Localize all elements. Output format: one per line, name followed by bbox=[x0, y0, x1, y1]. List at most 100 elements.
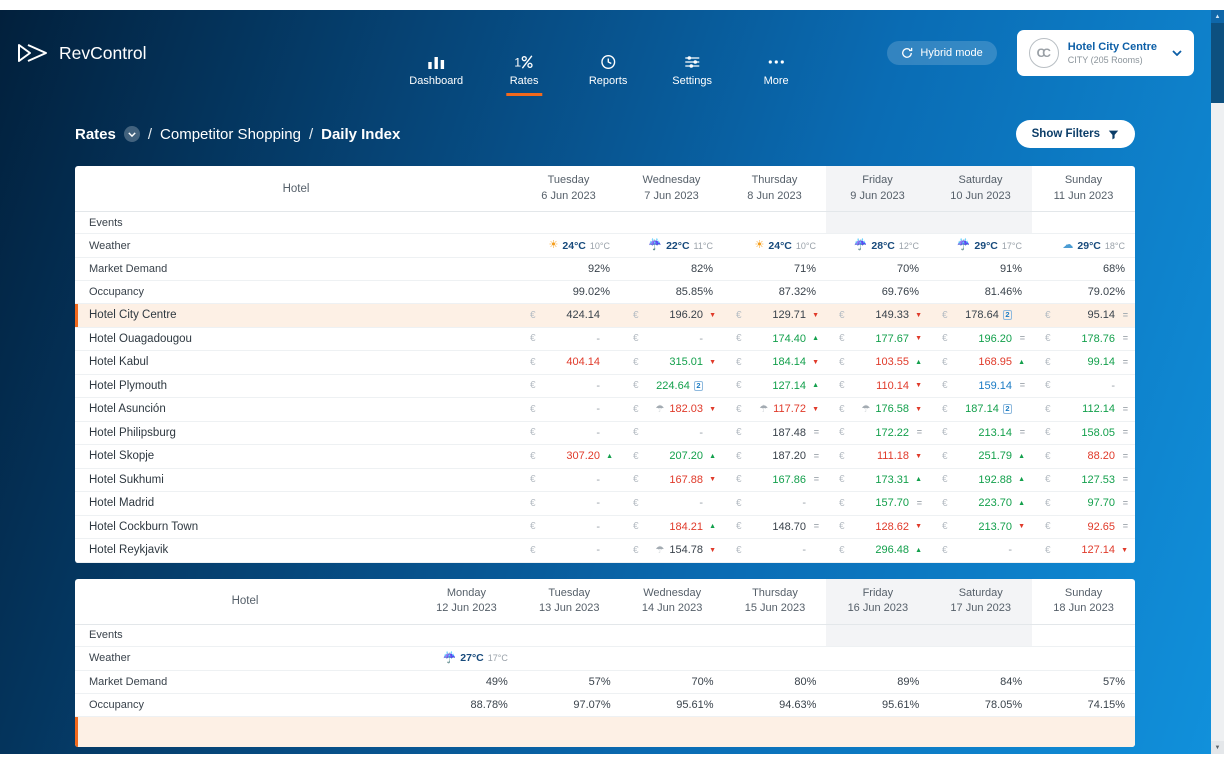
event-cell bbox=[620, 212, 723, 233]
rate-cell[interactable]: €159.14 = bbox=[929, 380, 1032, 392]
breadcrumb-parent[interactable]: Competitor Shopping bbox=[160, 125, 301, 143]
rate-cell[interactable]: €167.86 = bbox=[723, 474, 826, 486]
rate-cell[interactable]: € - bbox=[517, 333, 620, 345]
rate-cell[interactable]: €129.71 ▼ bbox=[723, 309, 826, 321]
rate-cell[interactable]: €95.14 = bbox=[1032, 309, 1135, 321]
rate-cell[interactable]: €187.14 2 bbox=[929, 403, 1032, 415]
rate-cell[interactable]: € - bbox=[517, 380, 620, 392]
rate-cell[interactable]: €196.20 ▼ bbox=[620, 309, 723, 321]
hotel-row-hotel-madrid[interactable]: Hotel Madrid € - € - € - €157.70 = €223.70 ▲ €97.70… bbox=[75, 492, 1135, 516]
hotel-row-hotel-ouagadougou[interactable]: Hotel Ouagadougou € - € - €174.40 ▲ €177.67 ▼ €19… bbox=[75, 328, 1135, 351]
rate-cell[interactable]: € ☂ 176.58 ▼ bbox=[826, 403, 929, 415]
rate-cell[interactable]: € - bbox=[517, 497, 620, 509]
rate-cell[interactable]: €192.88 ▲ bbox=[929, 474, 1032, 486]
rate-cell[interactable]: €168.95 ▲ bbox=[929, 356, 1032, 368]
rate-cell[interactable]: € - bbox=[517, 427, 620, 439]
show-filters-button[interactable]: Show Filters bbox=[1015, 120, 1135, 148]
currency-symbol: € bbox=[736, 333, 742, 345]
nav-item-more[interactable]: More bbox=[753, 10, 799, 96]
rate-value: 112.14 bbox=[1082, 403, 1115, 416]
property-selector[interactable]: CC Hotel City Centre CITY (205 Rooms) bbox=[1016, 30, 1194, 76]
breadcrumb-section[interactable]: Rates bbox=[75, 125, 116, 143]
rate-cell[interactable]: €88.20 = bbox=[1032, 450, 1135, 462]
rate-cell[interactable]: €307.20 ▲ bbox=[517, 450, 620, 462]
rate-cell[interactable]: €112.14 = bbox=[1032, 403, 1135, 415]
rate-cell[interactable]: €178.64 2 bbox=[929, 309, 1032, 321]
hotel-row-hotel-philipsburg[interactable]: Hotel Philipsburg € - € - €187.48 = €172.22 = €21… bbox=[75, 422, 1135, 445]
scroll-thumb[interactable] bbox=[1211, 23, 1224, 103]
chevron-down-icon bbox=[1172, 50, 1182, 56]
rate-cell[interactable]: €213.14 = bbox=[929, 427, 1032, 439]
market-demand-value: 92% bbox=[587, 263, 610, 275]
rate-cell[interactable]: €424.14 bbox=[517, 309, 620, 321]
app-window: RevControl Dashboard 1 Rates Reports Setting… bbox=[0, 10, 1224, 754]
nav-item-dashboard[interactable]: Dashboard bbox=[409, 10, 463, 96]
rate-cell[interactable]: € - bbox=[517, 544, 620, 556]
rate-cell[interactable]: €184.14 ▼ bbox=[723, 356, 826, 368]
rate-cell[interactable]: € - bbox=[929, 544, 1032, 556]
market-demand-row: Market Demand 49% 57% 70% 80% 89% 84% 57% bbox=[75, 671, 1135, 694]
rate-cell[interactable]: €196.20 = bbox=[929, 333, 1032, 345]
rate-cell[interactable]: €174.40 ▲ bbox=[723, 333, 826, 345]
hotel-row-hotel-skopje[interactable]: Hotel Skopje €307.20 ▲ €207.20 ▲ €187.20 = €111… bbox=[75, 445, 1135, 469]
rate-cell[interactable]: €223.70 ▲ bbox=[929, 497, 1032, 509]
rate-cell[interactable]: €178.76 = bbox=[1032, 333, 1135, 345]
rate-cell[interactable]: €187.48 = bbox=[723, 427, 826, 439]
hotel-row-hotel-city-centre[interactable]: Hotel City Centre €424.14 €196.20 ▼ €129.71 ▼… bbox=[75, 304, 1135, 328]
rate-cell[interactable]: €111.18 ▼ bbox=[826, 450, 929, 462]
rate-cell[interactable]: € ☂ 117.72 ▼ bbox=[723, 403, 826, 415]
hotel-row-hotel-reykjavik[interactable]: Hotel Reykjavik € - € ☂ 154.78 ▼ € - €296.48 ▲ € - €1… bbox=[75, 539, 1135, 563]
rate-cell[interactable]: €103.55 ▲ bbox=[826, 356, 929, 368]
rate-cell[interactable]: €172.22 = bbox=[826, 427, 929, 439]
rate-cell[interactable]: €92.65 = bbox=[1032, 521, 1135, 533]
rate-cell[interactable]: €97.70 = bbox=[1032, 497, 1135, 509]
rate-cell[interactable]: € - bbox=[620, 333, 723, 345]
hotel-row-hotel-sukhumi[interactable]: Hotel Sukhumi € - €167.88 ▼ €167.86 = €173.31 ▲ €… bbox=[75, 469, 1135, 492]
rate-cell[interactable]: € - bbox=[1032, 380, 1135, 392]
rate-cell[interactable]: €184.21 ▲ bbox=[620, 521, 723, 533]
rate-cell[interactable]: €213.70 ▼ bbox=[929, 521, 1032, 533]
hotel-row-hotel-kabul[interactable]: Hotel Kabul €404.14 €315.01 ▼ €184.14 ▼ €103.5… bbox=[75, 351, 1135, 375]
rate-cell[interactable]: €251.79 ▲ bbox=[929, 450, 1032, 462]
rate-cell[interactable]: €296.48 ▲ bbox=[826, 544, 929, 556]
down-trend-icon: ▼ bbox=[915, 452, 922, 460]
rate-cell[interactable]: €177.67 ▼ bbox=[826, 333, 929, 345]
rate-cell[interactable]: €127.14 ▼ bbox=[1032, 544, 1135, 556]
scroll-up-arrow[interactable]: ▲ bbox=[1211, 10, 1224, 23]
rate-cell[interactable]: € - bbox=[620, 427, 723, 439]
hotel-row-hotel-asunci-n[interactable]: Hotel Asunción € - € ☂ 182.03 ▼ € ☂ 117.72 ▼ € ☂ 176.… bbox=[75, 398, 1135, 422]
vertical-scrollbar[interactable]: ▲ ▼ bbox=[1211, 10, 1224, 754]
nav-item-rates[interactable]: 1 Rates bbox=[501, 10, 547, 96]
hotel-row-hotel-cockburn-town[interactable]: Hotel Cockburn Town € - €184.21 ▲ €148.70 = €12… bbox=[75, 516, 1135, 539]
rate-cell[interactable]: € - bbox=[517, 521, 620, 533]
rate-cell[interactable]: € - bbox=[517, 474, 620, 486]
rate-cell[interactable]: € - bbox=[723, 544, 826, 556]
rate-cell[interactable]: €404.14 bbox=[517, 356, 620, 368]
rate-cell[interactable]: €110.14 ▼ bbox=[826, 380, 929, 392]
rate-cell[interactable]: €149.33 ▼ bbox=[826, 309, 929, 321]
rate-cell[interactable]: €148.70 = bbox=[723, 521, 826, 533]
scroll-down-arrow[interactable]: ▼ bbox=[1211, 741, 1224, 754]
rate-cell[interactable]: € - bbox=[723, 497, 826, 509]
nav-item-reports[interactable]: Reports bbox=[585, 10, 631, 96]
rate-cell[interactable]: €127.14 ▲ bbox=[723, 380, 826, 392]
chevron-down-icon[interactable] bbox=[123, 126, 140, 142]
rate-cell[interactable]: €158.05 = bbox=[1032, 427, 1135, 439]
rate-cell[interactable]: €224.64 2 bbox=[620, 380, 723, 392]
rate-cell[interactable]: €173.31 ▲ bbox=[826, 474, 929, 486]
hotel-row-hotel-plymouth[interactable]: Hotel Plymouth € - €224.64 2 €127.14 ▲ €110.14 ▼… bbox=[75, 375, 1135, 398]
rate-cell[interactable]: €187.20 = bbox=[723, 450, 826, 462]
rate-cell[interactable]: €157.70 = bbox=[826, 497, 929, 509]
rate-cell[interactable]: €207.20 ▲ bbox=[620, 450, 723, 462]
hybrid-mode-button[interactable]: Hybrid mode bbox=[887, 41, 997, 65]
rate-cell[interactable]: €127.53 = bbox=[1032, 474, 1135, 486]
rate-cell[interactable]: €167.88 ▼ bbox=[620, 474, 723, 486]
rate-cell[interactable]: € ☂ 154.78 ▼ bbox=[620, 544, 723, 556]
rate-cell[interactable]: € - bbox=[620, 497, 723, 509]
rate-cell[interactable]: €99.14 = bbox=[1032, 356, 1135, 368]
rate-cell[interactable]: €128.62 ▼ bbox=[826, 521, 929, 533]
nav-item-settings[interactable]: Settings bbox=[669, 10, 715, 96]
rate-cell[interactable]: €315.01 ▼ bbox=[620, 356, 723, 368]
rate-cell[interactable]: € ☂ 182.03 ▼ bbox=[620, 403, 723, 415]
rate-cell[interactable]: € - bbox=[517, 403, 620, 415]
